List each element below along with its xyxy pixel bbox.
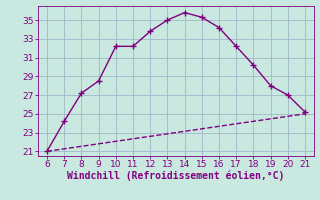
X-axis label: Windchill (Refroidissement éolien,°C): Windchill (Refroidissement éolien,°C) xyxy=(67,171,285,181)
